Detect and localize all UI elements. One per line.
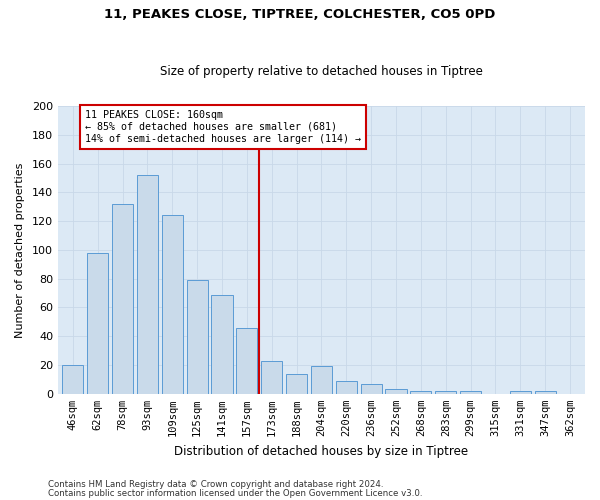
Bar bbox=[361, 384, 382, 394]
Bar bbox=[535, 391, 556, 394]
Bar bbox=[311, 366, 332, 394]
Bar bbox=[62, 365, 83, 394]
X-axis label: Distribution of detached houses by size in Tiptree: Distribution of detached houses by size … bbox=[175, 444, 469, 458]
Bar bbox=[187, 280, 208, 394]
Bar bbox=[336, 381, 357, 394]
Bar bbox=[261, 360, 283, 394]
Text: Contains HM Land Registry data © Crown copyright and database right 2024.: Contains HM Land Registry data © Crown c… bbox=[48, 480, 383, 489]
Bar bbox=[410, 391, 431, 394]
Text: 11, PEAKES CLOSE, TIPTREE, COLCHESTER, CO5 0PD: 11, PEAKES CLOSE, TIPTREE, COLCHESTER, C… bbox=[104, 8, 496, 20]
Title: Size of property relative to detached houses in Tiptree: Size of property relative to detached ho… bbox=[160, 66, 483, 78]
Bar bbox=[112, 204, 133, 394]
Text: Contains public sector information licensed under the Open Government Licence v3: Contains public sector information licen… bbox=[48, 489, 422, 498]
Bar bbox=[162, 216, 183, 394]
Bar bbox=[435, 391, 457, 394]
Text: 11 PEAKES CLOSE: 160sqm
← 85% of detached houses are smaller (681)
14% of semi-d: 11 PEAKES CLOSE: 160sqm ← 85% of detache… bbox=[85, 110, 361, 144]
Bar bbox=[137, 175, 158, 394]
Bar bbox=[211, 294, 233, 394]
Y-axis label: Number of detached properties: Number of detached properties bbox=[15, 162, 25, 338]
Bar bbox=[510, 391, 531, 394]
Bar bbox=[385, 390, 407, 394]
Bar bbox=[460, 391, 481, 394]
Bar bbox=[236, 328, 257, 394]
Bar bbox=[286, 374, 307, 394]
Bar bbox=[87, 253, 108, 394]
